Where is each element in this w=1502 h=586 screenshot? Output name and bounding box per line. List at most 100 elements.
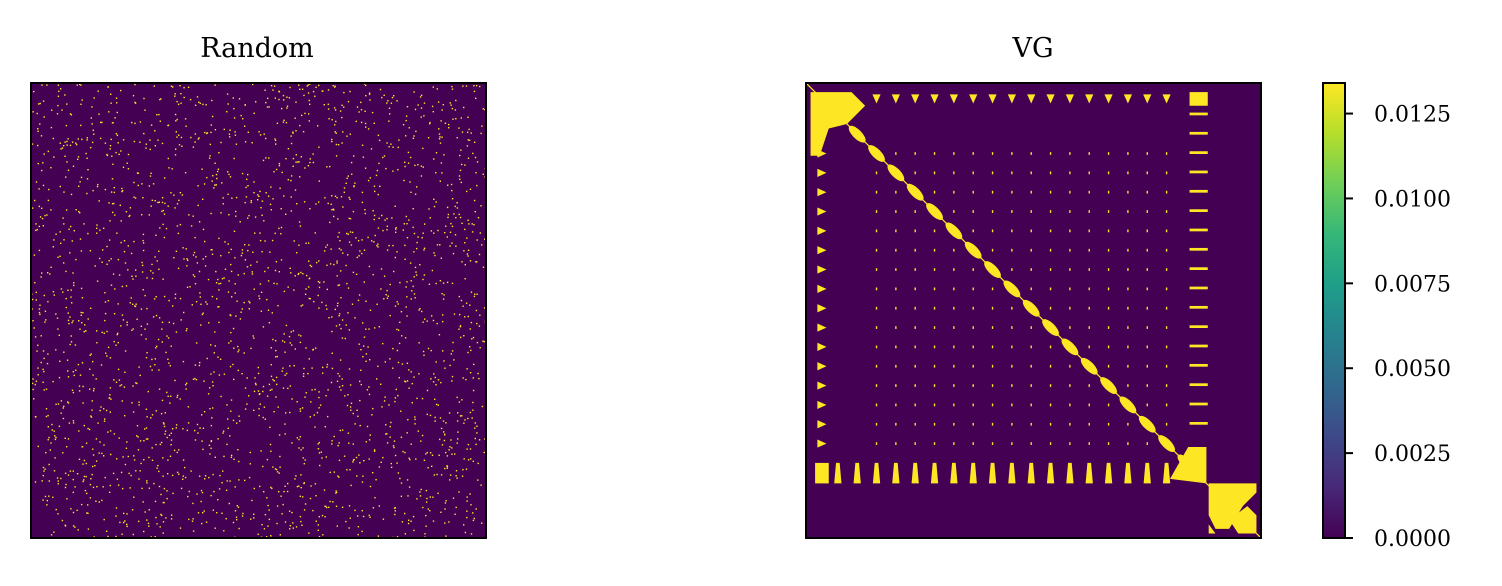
random-cell (459, 216, 462, 219)
random-cell (359, 380, 361, 383)
vg-dot (1127, 152, 1129, 155)
random-cell (38, 225, 40, 228)
random-cell (439, 142, 442, 144)
random-cell (218, 321, 220, 324)
random-cell (141, 487, 143, 490)
random-cell (126, 441, 128, 443)
random-cell (179, 297, 182, 300)
random-cell (318, 516, 320, 518)
vg-bottom-band-tick (892, 462, 900, 484)
random-cell (308, 532, 310, 534)
vg-title: VG (1011, 33, 1053, 64)
random-cell (150, 124, 153, 126)
random-cell (260, 291, 263, 293)
random-cell (385, 433, 387, 435)
vg-dot (1011, 442, 1013, 445)
random-cell (407, 419, 409, 421)
random-cell (444, 522, 446, 524)
random-cell (284, 433, 286, 435)
random-heatmap (31, 83, 486, 538)
random-cell (402, 229, 404, 231)
random-cell (393, 95, 395, 97)
random-cell (262, 465, 264, 468)
random-cell (203, 510, 205, 512)
random-cell (435, 282, 437, 285)
vg-dot (1088, 306, 1090, 310)
random-cell (158, 201, 160, 203)
random-cell (404, 380, 406, 382)
random-cell (157, 201, 159, 204)
random-cell (39, 304, 41, 306)
random-cell (62, 452, 64, 454)
random-cell (108, 239, 111, 241)
random-cell (223, 128, 225, 131)
random-cell (189, 98, 192, 101)
random-cell (304, 293, 307, 295)
random-cell (220, 255, 222, 257)
random-cell (261, 251, 263, 253)
random-cell (70, 335, 72, 337)
vg-corner-block (810, 92, 866, 156)
random-cell (404, 161, 406, 163)
random-cell (197, 432, 199, 434)
random-cell (390, 143, 392, 145)
random-cell (237, 345, 239, 348)
random-cell (264, 240, 266, 242)
random-cell (138, 401, 140, 403)
vg-dot (895, 190, 897, 194)
random-cell (201, 168, 203, 170)
random-cell (63, 223, 65, 225)
random-cell (455, 245, 457, 247)
random-cell (271, 312, 273, 314)
random-cell (72, 391, 75, 394)
random-frame (30, 82, 487, 539)
random-cell (285, 158, 287, 160)
random-cell (290, 142, 293, 145)
random-cell (59, 231, 61, 233)
random-cell (426, 389, 429, 392)
random-cell (153, 298, 156, 300)
random-cell (76, 84, 78, 86)
random-cell (482, 340, 484, 342)
random-cell (192, 254, 195, 256)
random-cell (154, 358, 156, 360)
random-cell (250, 518, 252, 520)
random-cell (263, 133, 265, 135)
random-cell (107, 346, 110, 349)
random-cell (404, 381, 407, 383)
random-cell (109, 394, 111, 396)
random-cell (283, 119, 285, 121)
random-cell (138, 478, 140, 480)
random-cell (466, 496, 468, 498)
random-cell (264, 270, 266, 273)
random-cell (445, 500, 447, 502)
random-cell (449, 364, 451, 367)
random-cell (38, 311, 41, 314)
random-cell (347, 312, 349, 314)
random-cell (404, 165, 406, 168)
random-cell (273, 380, 275, 382)
random-cell (72, 511, 75, 514)
random-cell (337, 302, 339, 304)
random-cell (175, 250, 178, 252)
random-cell (262, 416, 264, 419)
random-cell (432, 319, 435, 322)
random-cell (116, 232, 118, 234)
random-cell (476, 293, 478, 295)
vg-dot (1030, 422, 1032, 426)
random-cell (312, 509, 314, 512)
random-cell (213, 490, 215, 493)
random-cell (411, 382, 413, 385)
random-cell (232, 327, 235, 330)
random-cell (196, 262, 199, 264)
random-cell (129, 302, 131, 304)
random-cell (210, 212, 212, 215)
random-cell (140, 325, 142, 327)
random-cell (466, 500, 468, 502)
random-cell (399, 321, 401, 323)
random-cell (163, 487, 166, 490)
vg-left-triangle (817, 381, 827, 390)
random-cell (305, 392, 307, 394)
random-cell (453, 359, 455, 361)
random-cell (367, 128, 370, 130)
